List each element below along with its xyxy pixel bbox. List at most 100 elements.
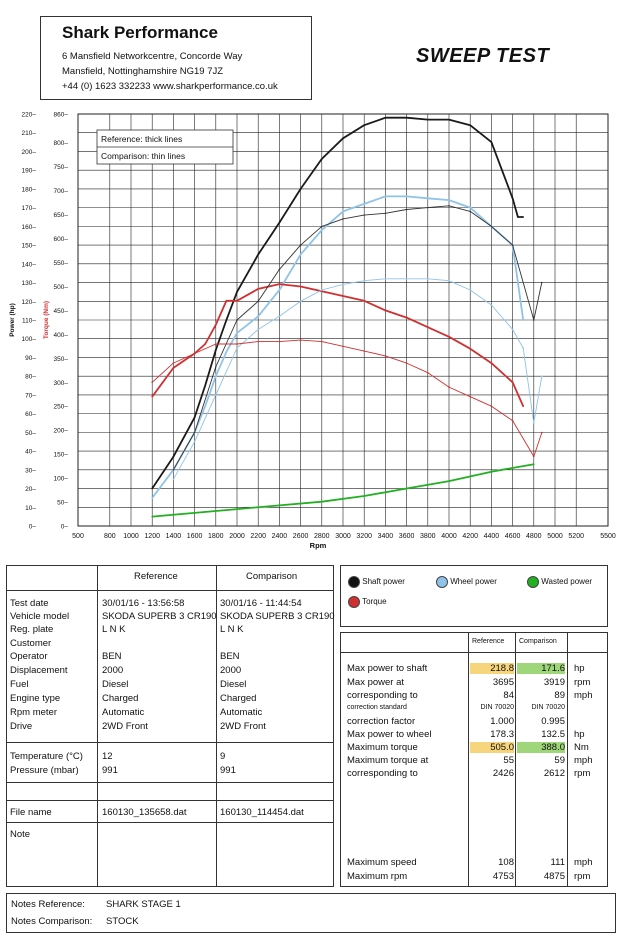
series-line-wasted-power <box>152 463 534 518</box>
table-divider <box>6 822 333 823</box>
result-max-power-shaft-cmp: 171.6 <box>517 663 565 674</box>
result-corr2-ref: 2426 <box>492 768 514 779</box>
result-corr-std-label: correction standard <box>347 704 407 711</box>
wasted-dot-icon <box>527 576 539 588</box>
info-row-label: Displacement <box>10 665 68 676</box>
data-point <box>533 319 535 321</box>
data-point <box>448 204 450 207</box>
data-point <box>215 323 217 326</box>
data-point <box>236 300 238 302</box>
torque-tick-label: 750– <box>54 164 69 171</box>
data-point <box>225 319 228 321</box>
result-max-speed-cmp: 111 <box>550 857 565 868</box>
data-point <box>427 118 429 121</box>
result-corr2-label: corresponding to <box>347 768 418 779</box>
data-point <box>321 289 323 291</box>
results-col-reference: Reference <box>472 638 505 645</box>
power-tick-label: 70– <box>25 392 36 399</box>
torque-tick-label: 150– <box>54 452 69 459</box>
data-point <box>278 340 281 343</box>
data-point <box>204 343 206 345</box>
power-tick-label: 40– <box>25 449 36 456</box>
notes-ref-label: Notes Reference: <box>11 899 85 910</box>
data-point <box>363 214 366 216</box>
data-point <box>501 169 503 171</box>
data-point <box>448 480 450 482</box>
torque-tick-label: 0– <box>61 524 69 531</box>
power-tick-label: 60– <box>25 411 36 418</box>
result-corr1-label: corresponding to <box>347 690 418 701</box>
shaft-dot-icon <box>348 576 360 588</box>
data-point <box>540 281 543 284</box>
data-point <box>448 199 450 201</box>
series-line-wheel-power-comparison <box>173 278 543 480</box>
x-tick-label: 500 <box>72 533 84 540</box>
power-tick-label: 220– <box>22 112 37 119</box>
x-tick-label: 4800 <box>526 533 542 540</box>
col-reference-header: Reference <box>134 571 178 582</box>
torque-tick-label: 700– <box>54 188 69 195</box>
torque-tick-label: 650– <box>54 212 69 219</box>
pressure-label: Pressure (mbar) <box>10 765 79 776</box>
page-title: SWEEP TEST <box>416 45 550 67</box>
result-max-speed-ref: 108 <box>498 857 514 868</box>
x-tick-label: 3000 <box>335 533 351 540</box>
power-tick-label: 200– <box>22 149 37 156</box>
data-point <box>427 371 429 374</box>
data-point <box>490 304 493 306</box>
company-address-2: Mansfield, Nottinghamshire NG19 7JZ <box>62 66 224 77</box>
result-max-power-shaft-unit: hp <box>574 663 585 674</box>
legend-wheel: Wheel power <box>436 576 497 588</box>
torque-tick-label: 250– <box>54 404 69 411</box>
data-point <box>193 440 196 443</box>
data-point <box>342 137 344 140</box>
info-row-cmp: 30/01/16 - 11:44:54 <box>220 598 302 609</box>
data-point <box>172 478 175 480</box>
data-point <box>405 195 408 198</box>
data-point <box>236 291 238 293</box>
result-corr-factor-ref: 1.000 <box>490 716 514 727</box>
legend-torque: Torque <box>348 596 387 608</box>
result-corr2-cmp: 2612 <box>543 768 565 779</box>
data-point <box>363 279 366 282</box>
data-point <box>299 339 302 341</box>
note-label: Note <box>10 829 31 840</box>
file-name-cmp: 160130_114454.dat <box>220 807 304 818</box>
power-tick-label: 210– <box>22 130 37 137</box>
col-comparison-header: Comparison <box>246 571 298 582</box>
results-col-comparison: Comparison <box>519 638 557 645</box>
torque-tick-label: 450– <box>54 308 69 315</box>
info-row-label: Vehicle model <box>10 611 70 622</box>
info-row-ref: Diesel <box>102 679 129 690</box>
table-divider <box>6 782 333 783</box>
data-point <box>278 504 281 507</box>
result-corr-factor-label: correction factor <box>347 716 416 727</box>
table-divider <box>6 742 333 743</box>
data-point <box>405 487 408 490</box>
data-point <box>257 300 260 303</box>
data-point <box>448 335 450 338</box>
data-point <box>172 455 175 458</box>
data-point <box>151 487 153 490</box>
result-max-torque-label: Maximum torque <box>347 742 418 753</box>
data-point <box>257 253 260 256</box>
info-row-label: Engine type <box>10 693 61 704</box>
data-point <box>257 288 260 290</box>
result-max-power-shaft-label: Max power to shaft <box>347 663 428 674</box>
x-tick-label: 2400 <box>272 533 288 540</box>
data-point <box>511 381 514 384</box>
result-max-speed-unit: mph <box>574 857 593 868</box>
data-point <box>151 395 153 398</box>
data-point <box>215 343 217 345</box>
table-divider <box>6 590 333 591</box>
data-point <box>215 375 217 377</box>
data-point <box>469 289 472 291</box>
result-max-rpm-ref: 4753 <box>492 871 514 882</box>
x-tick-label: 5500 <box>600 533 616 540</box>
notes-cmp-value: STOCK <box>106 916 139 927</box>
data-point <box>384 116 387 119</box>
data-point <box>448 118 450 121</box>
company-header-box <box>40 16 312 100</box>
data-point <box>342 283 344 286</box>
data-point <box>278 289 281 291</box>
